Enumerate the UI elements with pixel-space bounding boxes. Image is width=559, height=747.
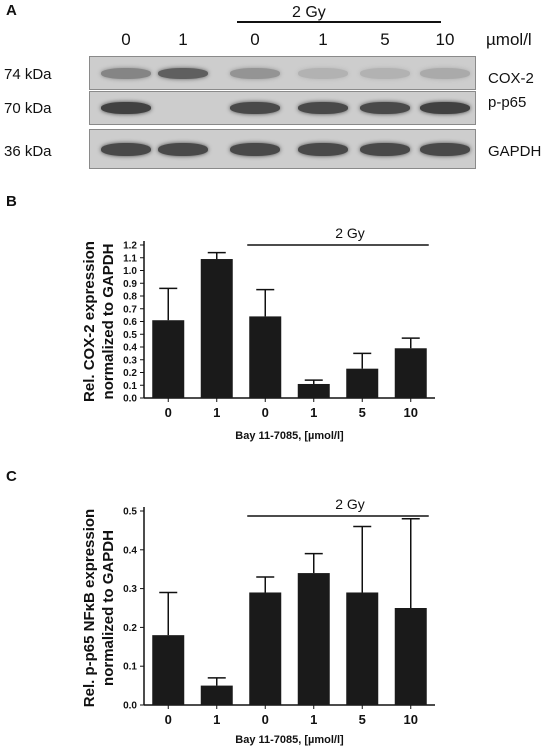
band-cox2 [158,67,208,79]
bar [249,592,282,705]
unit-label: µmol/l [486,30,532,49]
bar [152,320,185,398]
lane-label: 10 [435,30,455,49]
bar [297,383,330,398]
protein-label-gapdh: GAPDH [488,143,542,160]
y-tick-label: 0.8 [123,292,137,303]
y-tick-label: 1.1 [123,253,137,264]
mw-label-70: 70 kDa [4,100,52,117]
blot-strip-pp65 [89,91,476,125]
x-tick-label: 1 [213,405,220,420]
annotation-label: 2 Gy [335,496,365,512]
x-tick-label: 10 [404,712,418,727]
band-cox2 [420,67,470,79]
lane-label: 5 [380,30,390,49]
panel-b-letter: B [6,193,17,210]
y-axis-label: Rel. COX-2 expression [81,241,98,402]
annotation-label: 2 Gy [335,225,365,241]
y-tick-label: 0.0 [123,394,137,405]
x-axis-label: Bay 11-7085, [µmol/l] [235,734,344,746]
band-pp65 [101,102,151,114]
lane-label: 1 [318,30,328,49]
blot-strip-gapdh [89,129,476,169]
y-axis-label: normalized to GAPDH [100,244,117,400]
panel-a-letter: A [6,2,17,19]
protein-label-cox2: COX-2 [488,70,534,87]
y-tick-label: 1.2 [123,241,137,252]
band-pp65 [420,102,470,114]
y-tick-label: 0.2 [123,623,137,634]
band-gapdh [230,142,280,156]
band-pp65 [298,102,348,114]
mw-label-74: 74 kDa [4,66,52,83]
band-cox2 [230,67,280,79]
band-gapdh [360,142,410,156]
y-tick-label: 0.6 [123,317,137,328]
y-tick-label: 0.4 [123,545,137,556]
y-tick-label: 0.3 [123,584,137,595]
panel-a-condition-line [237,21,441,23]
x-tick-label: 1 [310,712,317,727]
bar [249,316,282,398]
mw-label-36: 36 kDa [4,143,52,160]
y-tick-label: 0.4 [123,343,137,354]
band-pp65 [230,102,280,114]
lane-label: 0 [121,30,131,49]
x-tick-label: 0 [262,405,269,420]
x-tick-label: 1 [213,712,220,727]
x-tick-label: 0 [262,712,269,727]
band-cox2 [101,67,151,79]
bar [346,368,379,398]
x-tick-label: 5 [359,712,366,727]
x-tick-label: 0 [165,712,172,727]
y-tick-label: 0.9 [123,279,137,290]
panel-c-letter: C [6,468,17,485]
band-gapdh [101,142,151,156]
bar [346,592,379,705]
y-tick-label: 0.1 [123,662,137,673]
y-tick-label: 0.2 [123,368,137,379]
bar [297,573,330,705]
y-tick-label: 0.5 [123,330,137,341]
lane-label: 1 [178,30,188,49]
bar [394,608,427,705]
y-axis-label: normalized to GAPDH [100,530,117,686]
y-tick-label: 0.5 [123,507,137,518]
bar [200,259,233,398]
band-cox2 [360,67,410,79]
y-tick-label: 0.3 [123,355,137,366]
bar [394,348,427,398]
y-tick-label: 0.7 [123,304,137,315]
y-tick-label: 1.0 [123,266,137,277]
band-gapdh [298,142,348,156]
lane-label: 0 [250,30,260,49]
panel-a-condition-label: 2 Gy [292,4,326,21]
protein-label-pp65: p-p65 [488,94,527,111]
band-cox2 [298,67,348,79]
x-tick-label: 10 [404,405,418,420]
y-tick-label: 0.0 [123,701,137,712]
band-gapdh [158,142,208,156]
x-axis-label: Bay 11-7085, [µmol/l] [235,430,344,442]
y-tick-label: 0.1 [123,381,137,392]
x-tick-label: 1 [310,405,317,420]
x-tick-label: 0 [165,405,172,420]
y-axis-label: Rel. p-p65 NFκB expression [81,509,98,707]
blot-strip-cox2 [89,56,476,90]
bar [152,635,185,705]
chart-b: 0.0 0.1 0.2 0.30.4 0.5 0.6 0.70.8 0.9 1.0 1.11.2 0… [81,225,435,442]
x-tick-label: 5 [359,405,366,420]
bar [200,685,233,705]
band-pp65 [360,102,410,114]
band-gapdh [420,142,470,156]
